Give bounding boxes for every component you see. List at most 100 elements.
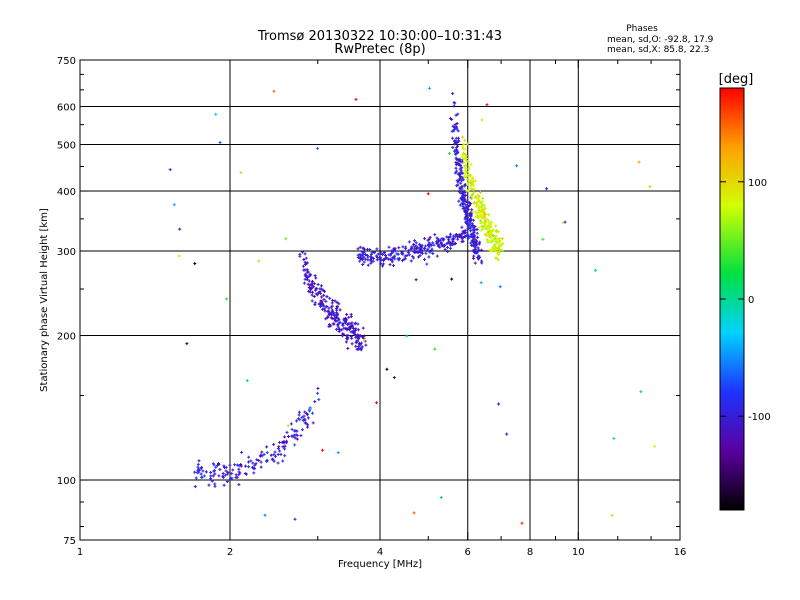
- data-point-v: [464, 229, 466, 232]
- data-point-v: [521, 521, 523, 525]
- data-point-v: [437, 240, 438, 244]
- data-point: [453, 242, 457, 246]
- data-point-v: [457, 180, 459, 184]
- data-point-v: [442, 238, 444, 242]
- data-point-v: [407, 249, 409, 253]
- data-point: [382, 251, 386, 255]
- data-point-v: [498, 402, 500, 406]
- data-point-v: [477, 197, 479, 201]
- data-point: [390, 256, 394, 260]
- data-point: [364, 257, 367, 261]
- data-point-v: [488, 239, 490, 243]
- data-point: [455, 125, 458, 129]
- data-point: [485, 238, 489, 242]
- data-point: [461, 205, 465, 209]
- data-point-v: [613, 436, 615, 440]
- data-point: [471, 188, 475, 191]
- data-point: [230, 472, 234, 476]
- data-point: [295, 433, 299, 437]
- data-point: [361, 256, 365, 260]
- data-point-v: [354, 322, 356, 326]
- data-point: [476, 208, 480, 212]
- data-point: [368, 258, 372, 262]
- data-point: [333, 316, 337, 320]
- data-point: [471, 228, 475, 232]
- data-point: [335, 308, 339, 312]
- data-point: [472, 230, 476, 234]
- data-point-v: [353, 329, 355, 333]
- data-point: [329, 316, 333, 320]
- data-point: [461, 178, 465, 182]
- data-point-v: [429, 235, 431, 239]
- data-point-v: [465, 156, 467, 160]
- data-point: [293, 517, 297, 521]
- data-point: [393, 254, 397, 258]
- data-point-v: [325, 317, 327, 321]
- data-point-v: [441, 237, 443, 240]
- data-point-v: [324, 289, 325, 293]
- data-point: [475, 231, 479, 235]
- data-point: [341, 332, 345, 336]
- data-point: [361, 258, 364, 261]
- data-point: [476, 213, 479, 217]
- data-point: [315, 293, 319, 297]
- data-point-v: [314, 400, 316, 404]
- data-point: [209, 471, 213, 474]
- data-point-v: [366, 254, 368, 257]
- data-point: [402, 257, 406, 261]
- data-point-v: [239, 471, 241, 475]
- data-point: [477, 204, 481, 208]
- data-point-v: [250, 459, 252, 463]
- data-point-v: [479, 219, 481, 223]
- data-point-v: [461, 201, 463, 205]
- data-point: [280, 440, 284, 444]
- data-point: [463, 184, 467, 188]
- data-point: [449, 232, 452, 236]
- data-point-v: [336, 311, 338, 315]
- data-point-v: [478, 214, 480, 218]
- data-point: [427, 237, 431, 241]
- data-point-v: [411, 245, 413, 249]
- data-point: [493, 249, 497, 253]
- data-point-v: [338, 330, 340, 333]
- data-point: [426, 247, 430, 251]
- data-point-v: [363, 338, 365, 342]
- data-point: [305, 261, 309, 265]
- data-point-v: [452, 124, 454, 128]
- data-point: [401, 245, 405, 249]
- data-point-v: [496, 239, 498, 243]
- data-point: [361, 252, 365, 256]
- data-point-v: [477, 208, 479, 212]
- data-point-v: [234, 463, 236, 467]
- data-point-v: [350, 312, 352, 316]
- data-point: [462, 157, 466, 161]
- data-point-v: [338, 302, 340, 306]
- data-point-v: [315, 292, 317, 296]
- data-point: [487, 225, 491, 229]
- data-point: [453, 142, 457, 146]
- data-point-v: [283, 441, 285, 445]
- data-point-v: [236, 463, 238, 467]
- data-point: [352, 331, 356, 335]
- data-point: [353, 322, 357, 326]
- data-point: [489, 235, 493, 239]
- data-point: [356, 256, 360, 259]
- data-point: [490, 248, 494, 251]
- data-point-v: [455, 166, 457, 170]
- data-point-v: [333, 312, 335, 316]
- data-point: [446, 246, 449, 249]
- data-point-v: [296, 429, 298, 433]
- data-point-v: [481, 227, 483, 231]
- data-point-v: [284, 447, 285, 451]
- data-point: [467, 173, 471, 176]
- data-point: [341, 323, 345, 327]
- data-point-v: [308, 279, 310, 283]
- data-point-v: [402, 245, 404, 249]
- data-point: [412, 243, 415, 246]
- data-point: [476, 246, 480, 250]
- data-point-v: [470, 241, 472, 245]
- data-point: [471, 218, 475, 222]
- data-point-v: [463, 157, 465, 161]
- data-point: [317, 302, 321, 306]
- data-point-v: [461, 179, 463, 183]
